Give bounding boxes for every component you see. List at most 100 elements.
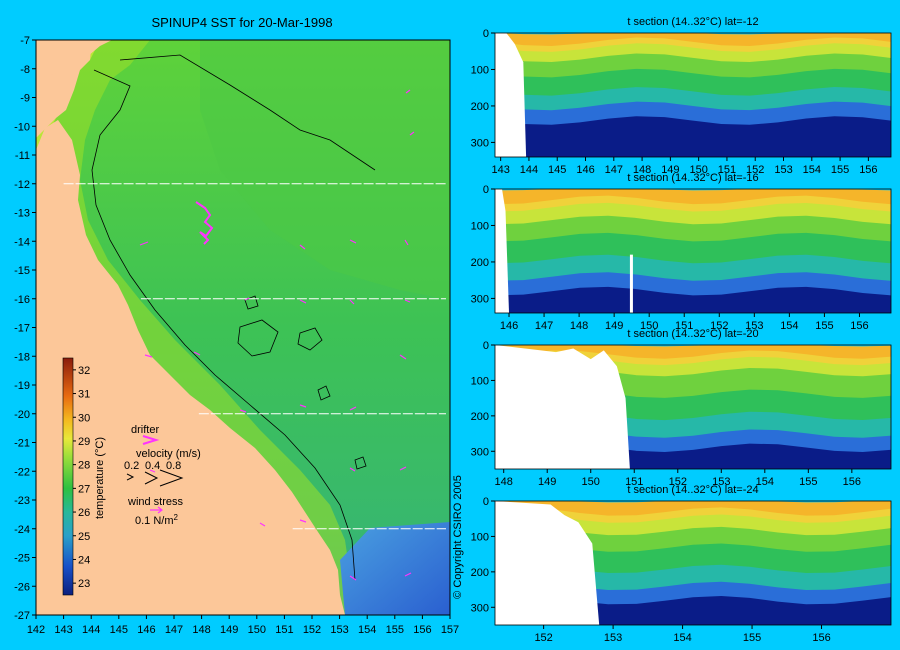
- section-lines: [63, 183, 446, 530]
- temperature-band: [495, 116, 891, 157]
- section-frame: [494, 500, 892, 626]
- sst-map: [36, 40, 450, 615]
- drifter-track: [195, 201, 214, 245]
- section-x-tick-label: 153: [774, 164, 792, 176]
- colorbar-label: temperature (°C): [94, 437, 106, 519]
- section-frame: [494, 344, 892, 470]
- section-y-tick-label: 0: [483, 340, 489, 352]
- section-panel-1: t section (14..32°C) lat=-12 143 144 145 146…: [471, 16, 892, 176]
- temperature-sections: t section (14..32°C) lat=-12 143 144 145 146…: [471, 16, 892, 644]
- section-x-tick-label: 146: [500, 320, 518, 332]
- section-title: t section (14..32°C) lat=-20: [627, 328, 758, 340]
- section-y-tick-label: 0: [483, 28, 489, 40]
- map-y-tick-label: -8: [20, 64, 30, 76]
- section-x-tick-label: 152: [710, 320, 728, 332]
- section-x-tick-label: 156: [850, 320, 868, 332]
- map-y-axis: -7 -8 -9 -10 -11 -12 -13 -14 -15 -16 -17 -18 -19 -20 -…: [14, 35, 36, 622]
- velocity-label: velocity (m/s): [136, 448, 201, 460]
- cool-water-south: [340, 522, 450, 615]
- section-x-tick-label: 150: [640, 320, 658, 332]
- section-x-tick-label: 153: [604, 632, 622, 644]
- section-y-tick-label: 100: [471, 64, 489, 76]
- velocity-arrows-icon: [126, 469, 184, 487]
- map-x-tick-label: 151: [275, 624, 293, 636]
- colorbar-tick-label: 25: [78, 531, 90, 543]
- section-x-tick-label: 156: [812, 632, 830, 644]
- section-land: [495, 189, 510, 313]
- map-x-tick-label: 148: [192, 624, 210, 636]
- section-y-tick-label: 300: [471, 293, 489, 305]
- map-y-tick-label: -25: [14, 553, 30, 565]
- map-x-tick-label: 155: [386, 624, 404, 636]
- section-field: [495, 501, 891, 625]
- section-x-tick-label: 155: [815, 320, 833, 332]
- section-title: t section (14..32°C) lat=-24: [627, 484, 758, 496]
- map-legend: drifter velocity (m/s) 0.2 0.4 0.8 wind …: [124, 424, 201, 527]
- colorbar-scale: [62, 357, 74, 596]
- map-x-tick-label: 157: [441, 624, 459, 636]
- current-vectors: [139, 89, 415, 581]
- section-x-tick-label: 152: [746, 164, 764, 176]
- section-field: [495, 33, 891, 157]
- map-x-tick-label: 146: [137, 624, 155, 636]
- section-x-tick-label: 149: [661, 164, 679, 176]
- colorbar-tick-label: 32: [78, 365, 90, 377]
- drifter-arrow-icon: [142, 435, 160, 445]
- map-y-tick-label: -13: [14, 208, 30, 220]
- section-field: [495, 345, 891, 469]
- section-land: [495, 33, 527, 157]
- section-x-tick-label: 154: [673, 632, 691, 644]
- section-x-tick-label: 146: [576, 164, 594, 176]
- section-x-tick-label: 156: [859, 164, 877, 176]
- section-x-tick-label: 151: [718, 164, 736, 176]
- map-y-tick-label: -17: [14, 323, 30, 335]
- temperature-band: [495, 286, 891, 313]
- section-y-tick-label: 100: [471, 531, 489, 543]
- section-y-tick-label: 0: [483, 184, 489, 196]
- map-x-tick-label: 144: [82, 624, 100, 636]
- section-x-tick-label: 153: [712, 476, 730, 488]
- section-x-tick-label: 147: [605, 164, 623, 176]
- section-x-tick-label: 155: [799, 476, 817, 488]
- map-y-tick-label: -18: [14, 351, 30, 363]
- section-title: t section (14..32°C) lat=-12: [627, 16, 758, 28]
- colorbar-tick-label: 24: [78, 554, 90, 566]
- colorbar-tick-label: 23: [78, 578, 90, 590]
- velocity-value-1: 0.2: [124, 460, 139, 472]
- map-y-tick-label: -26: [14, 581, 30, 593]
- map-x-tick-label: 150: [248, 624, 266, 636]
- section-x-tick-label: 155: [743, 632, 761, 644]
- section-title: t section (14..32°C) lat=-16: [627, 172, 758, 184]
- section-y-tick-label: 100: [471, 375, 489, 387]
- colorbar-tick-label: 30: [78, 412, 90, 424]
- section-y-tick-label: 200: [471, 101, 489, 113]
- map-y-tick-label: -19: [14, 380, 30, 392]
- map-x-tick-label: 143: [54, 624, 72, 636]
- section-x-tick-label: 145: [548, 164, 566, 176]
- copyright: © Copyright CSIRO 2005: [452, 475, 464, 599]
- colorbar-tick-label: 26: [78, 507, 90, 519]
- section-x-tick-label: 153: [745, 320, 763, 332]
- section-y-tick-label: 100: [471, 220, 489, 232]
- land-papua: [36, 40, 112, 78]
- section-x-tick-label: 144: [520, 164, 538, 176]
- section-field: [495, 189, 891, 313]
- section-x-tick-label: 147: [535, 320, 553, 332]
- section-x-tick-label: 151: [675, 320, 693, 332]
- section-x-tick-label: 155: [831, 164, 849, 176]
- section-x-tick-label: 143: [491, 164, 509, 176]
- map-y-tick-label: -22: [14, 466, 30, 478]
- map-y-tick-label: -23: [14, 495, 30, 507]
- map-y-tick-label: -11: [15, 150, 30, 162]
- section-y-tick-label: 300: [471, 602, 489, 614]
- map-x-tick-label: 156: [413, 624, 431, 636]
- section-land-island: [629, 254, 633, 313]
- wind-value: 0.1 N/m2: [135, 513, 179, 527]
- map-y-tick-label: -24: [14, 524, 30, 536]
- section-y-tick-label: 200: [471, 411, 489, 423]
- map-y-tick-label: -16: [14, 294, 30, 306]
- section-frame: [494, 32, 892, 158]
- section-x-tick-label: 152: [669, 476, 687, 488]
- colorbar-tick-label: 27: [78, 483, 90, 495]
- colorbar-tick-label: 29: [78, 436, 90, 448]
